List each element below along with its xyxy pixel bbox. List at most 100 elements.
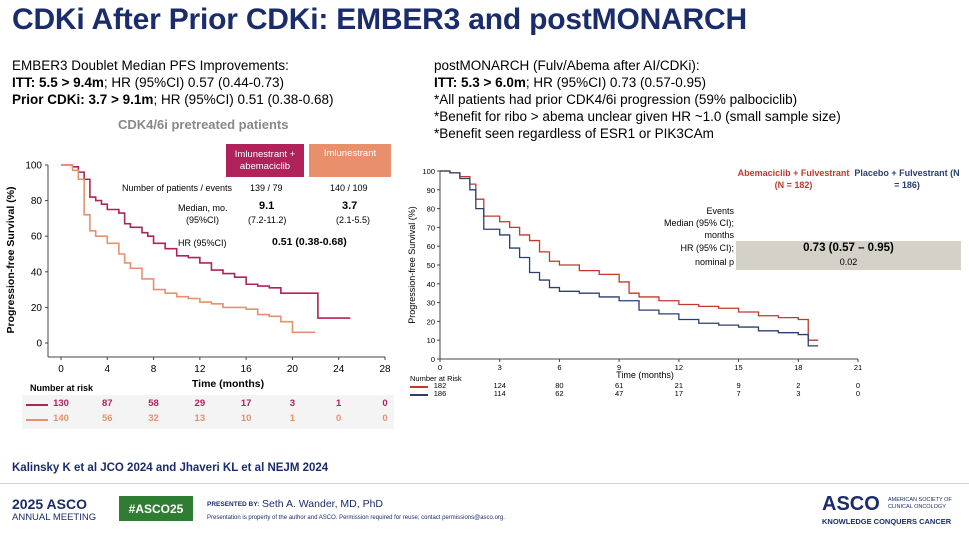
right-header-abema-fulv: Abemaciclib + Fulvestrant (N = 182)	[737, 168, 850, 190]
left-series-group	[61, 164, 351, 334]
left-median-col1: 9.1	[259, 200, 275, 212]
right-y-axis-label: Progression-free Survival (%)	[407, 206, 417, 324]
right-risk-value: 62	[555, 389, 564, 398]
left-x-axis-label: Time (months)	[192, 378, 264, 390]
left-median-col2-ci: (2.1-5.5)	[336, 215, 371, 225]
right-series-placebo-fulv	[440, 170, 819, 347]
left-x-tick-label: 0	[58, 364, 64, 375]
postmonarch-bullet-2: *Benefit for ribo > abema unclear given …	[434, 109, 841, 124]
right-km-chart: Progression-free Survival (%) Time (mont…	[407, 167, 862, 380]
left-median-label: Median, mo.	[178, 203, 228, 213]
left-risk-row-2: 140 56 32 13 10 1 0 0	[0, 413, 969, 427]
left-header-imlu-abema: Imlunestrant + abemaciclib	[226, 144, 304, 177]
left-risk-value: 87	[101, 398, 113, 409]
slide-title: CDKi After Prior CDKi: EMBER3 and postMO…	[12, 3, 747, 36]
right-risk-value: 21	[674, 381, 684, 390]
left-chart-subtitle: CDK4/6i pretreated patients	[118, 117, 289, 132]
left-y-tick-label: 100	[25, 161, 42, 172]
ember3-itt-bold: ITT: 5.5 > 9.4m	[12, 75, 104, 90]
left-risk-value: 0	[382, 413, 388, 424]
right-x-tick-label: 3	[498, 363, 502, 372]
left-risk-value: 29	[194, 398, 206, 409]
left-risk-title: Number at risk	[30, 383, 94, 393]
left-y-tick-label: 20	[31, 303, 43, 314]
ember3-summary-heading: EMBER3 Doublet Median PFS Improvements:	[12, 58, 289, 73]
right-y-tick-label: 20	[427, 317, 435, 326]
left-risk-value: 1	[289, 413, 296, 424]
right-y-tick-label: 100	[422, 167, 435, 176]
presenter-name: Seth A. Wander, MD, PhD	[262, 498, 383, 510]
postmonarch-bullet-1: *All patients had prior CDK4/6i progress…	[434, 92, 798, 107]
left-median-ci-label: (95%CI)	[186, 215, 220, 225]
left-series-imlu	[61, 164, 316, 334]
right-risk-value: 124	[493, 381, 506, 390]
ember3-itt-line: ITT: 5.5 > 9.4m; HR (95%CI) 0.57 (0.44-0…	[12, 74, 284, 91]
left-x-tick-label: 4	[105, 364, 111, 375]
asco-tagline: KNOWLEDGE CONQUERS CANCER	[822, 517, 952, 526]
left-header-imlu: Imlunestrant	[309, 144, 391, 177]
left-risk-table-bg	[22, 395, 394, 429]
left-risk-value: 130	[53, 398, 69, 409]
permission-notice: Presentation is property of the author a…	[207, 515, 505, 521]
annual-meeting-label: ANNUAL MEETING	[12, 512, 97, 523]
postmonarch-itt-rest: ; HR (95%CI) 0.73 (0.57-0.95)	[525, 75, 706, 90]
left-x-tick-label: 24	[333, 364, 345, 375]
citation: Kalinsky K et al JCO 2024 and Jhaveri KL…	[12, 462, 329, 474]
left-risk-value: 13	[194, 413, 206, 424]
right-y-tick-label: 70	[427, 223, 435, 232]
right-y-tick-label: 90	[427, 186, 435, 195]
left-risk-swatch-2	[26, 419, 48, 421]
left-x-tick-label: 12	[194, 364, 206, 375]
postmonarch-itt-line: ITT: 5.3 > 6.0m; HR (95%CI) 0.73 (0.57-0…	[434, 74, 706, 91]
right-y-tick-label: 30	[427, 299, 435, 308]
right-risk-swatch-1	[410, 386, 428, 388]
right-risk-row-1: 182 124 80 61 21 9 2 0	[0, 381, 969, 390]
right-p-label: nominal p	[694, 257, 734, 267]
left-km-chart: Progression-free Survival (%) Time (mont…	[5, 161, 391, 391]
right-risk-value: 17	[674, 389, 684, 398]
footer-divider	[0, 483, 969, 484]
ember3-itt-rest: ; HR (95%CI) 0.57 (0.44-0.73)	[103, 75, 284, 90]
left-y-tick-label: 80	[31, 196, 43, 207]
right-risk-value: 114	[493, 389, 506, 398]
left-risk-value: 17	[240, 398, 252, 409]
postmonarch-heading: postMONARCH (Fulv/Abema after AI/CDKi):	[434, 58, 700, 73]
ember3-prior-line: Prior CDKi: 3.7 > 9.1m; HR (95%CI) 0.51 …	[12, 91, 334, 108]
left-risk-value: 0	[382, 398, 388, 409]
right-x-tick-label: 12	[675, 363, 683, 372]
left-y-tick-label: 40	[31, 267, 43, 278]
left-row-events-label: Number of patients / events	[122, 183, 233, 193]
right-events-label: Events	[706, 206, 734, 216]
right-risk-swatch-2	[410, 394, 428, 396]
left-x-tick-label: 16	[241, 364, 253, 375]
right-y-tick-label: 0	[431, 355, 435, 364]
right-series-group	[440, 170, 819, 347]
left-x-tick-label: 28	[379, 364, 391, 375]
left-risk-value: 140	[53, 413, 69, 424]
right-x-tick-label: 0	[438, 363, 442, 372]
right-y-tick-label: 10	[427, 336, 435, 345]
postmonarch-itt-bold: ITT: 5.3 > 6.0m	[434, 75, 526, 90]
left-risk-value: 32	[148, 413, 159, 424]
left-series-imlu-abema	[61, 164, 351, 319]
right-y-tick-label: 60	[427, 242, 435, 251]
left-x-tick-label: 20	[287, 364, 299, 375]
right-risk-value: 7	[736, 389, 741, 398]
right-y-tick-label: 40	[427, 280, 435, 289]
left-y-ticks: 0 20 40 60 80 100	[25, 161, 48, 350]
right-risk-value: 186	[433, 389, 447, 398]
left-x-ticks: 0 4 8 12 16 20 24 28	[58, 357, 391, 375]
right-hr-label: HR (95% CI);	[680, 243, 734, 253]
left-y-tick-label: 60	[31, 232, 43, 243]
postmonarch-bullet-3: *Benefit seen regardless of ESR1 or PIK3…	[434, 126, 714, 141]
ember3-prior-bold: Prior CDKi: 3.7 > 9.1m	[12, 92, 154, 107]
right-hr-box	[736, 241, 961, 270]
right-risk-row-2: 186 114 62 47 17 7 3 0	[0, 389, 969, 398]
right-risk-value: 9	[736, 381, 741, 390]
asco-logo: ASCO	[822, 493, 880, 515]
right-p-value: 0.02	[839, 257, 858, 267]
right-summary-mask	[736, 204, 961, 240]
left-risk-swatch-1	[26, 404, 48, 406]
asco-society-line2: CLINICAL ONCOLOGY	[888, 504, 946, 510]
left-y-axis-label: Progression-free Survival (%)	[5, 186, 17, 333]
